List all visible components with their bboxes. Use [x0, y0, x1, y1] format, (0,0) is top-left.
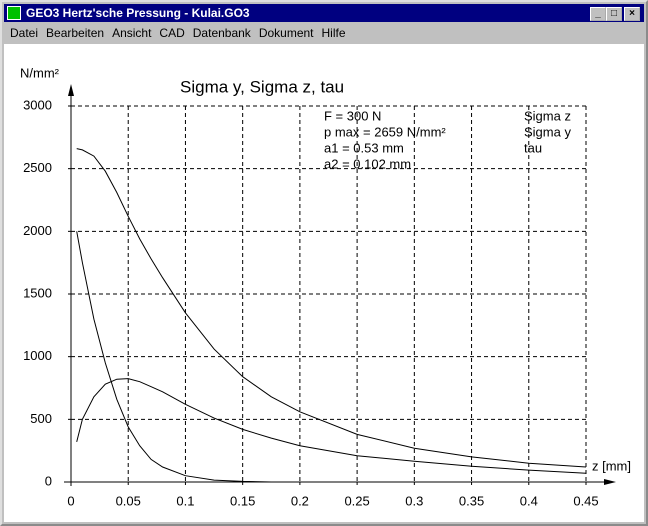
annotation: F = 300 N: [324, 108, 381, 123]
chart: 0 500 1000 1500 2000 2500 3000 0 0.05 0.1 0.15 0.2 0…: [4, 44, 644, 522]
x-tick-label: 0.45: [573, 493, 598, 508]
x-tick-label: 0.4: [520, 493, 538, 508]
menu-bar: Datei Bearbeiten Ansicht CAD Datenbank Dokume…: [6, 24, 350, 42]
series-line: [76, 231, 586, 483]
legend-entry: Sigma y: [524, 124, 571, 139]
menu-item[interactable]: Hilfe: [321, 26, 346, 40]
x-tick-label: 0.2: [291, 493, 309, 508]
chart-title: Sigma y, Sigma z, tau: [180, 77, 344, 96]
title-bar: GEO3 Hertz'sche Pressung - Kulai.GO3 _ □…: [4, 4, 644, 22]
x-tick-label: 0.15: [230, 493, 255, 508]
x-tick-label: 0.3: [405, 493, 423, 508]
x-tick-label: 0: [67, 493, 74, 508]
y-axis-arrow: [68, 84, 74, 96]
x-axis-label: z [mm]: [592, 458, 631, 473]
minimize-button[interactable]: _: [590, 7, 606, 21]
menu-item[interactable]: Datenbank: [192, 26, 251, 40]
legend-entry: Sigma z: [524, 108, 571, 123]
maximize-button[interactable]: □: [606, 7, 622, 21]
annotation: p max = 2659 N/mm²: [324, 124, 446, 139]
legend-entry: tau: [524, 140, 542, 155]
series-line: [76, 378, 587, 474]
y-tick-label: 2500: [23, 160, 52, 175]
x-tick-label: 0.25: [344, 493, 369, 508]
menu-item[interactable]: CAD: [159, 26, 185, 40]
y-tick-label: 1500: [23, 285, 52, 300]
y-tick-label: 500: [30, 411, 52, 426]
app-icon: [7, 6, 21, 20]
window-title: GEO3 Hertz'sche Pressung - Kulai.GO3: [26, 6, 250, 20]
x-axis-arrow: [604, 479, 616, 485]
y-tick-label: 2000: [23, 223, 52, 238]
menu-item[interactable]: Dokument: [258, 26, 314, 40]
menu-item[interactable]: Datei: [10, 26, 39, 40]
y-tick-label: 3000: [23, 97, 52, 112]
menu-item[interactable]: Ansicht: [112, 26, 152, 40]
x-tick-label: 0.35: [459, 493, 484, 508]
close-button[interactable]: ×: [624, 7, 640, 21]
menu-item[interactable]: Bearbeiten: [46, 26, 105, 40]
annotation: a2 = 0.102 mm: [324, 156, 411, 171]
y-tick-label: 0: [45, 473, 52, 488]
series-line: [76, 148, 587, 468]
y-tick-label: 1000: [23, 348, 52, 363]
x-tick-label: 0.1: [176, 493, 194, 508]
y-axis-label: N/mm²: [20, 65, 60, 80]
x-tick-label: 0.05: [116, 493, 141, 508]
annotation: a1 = 0.53 mm: [324, 140, 404, 155]
